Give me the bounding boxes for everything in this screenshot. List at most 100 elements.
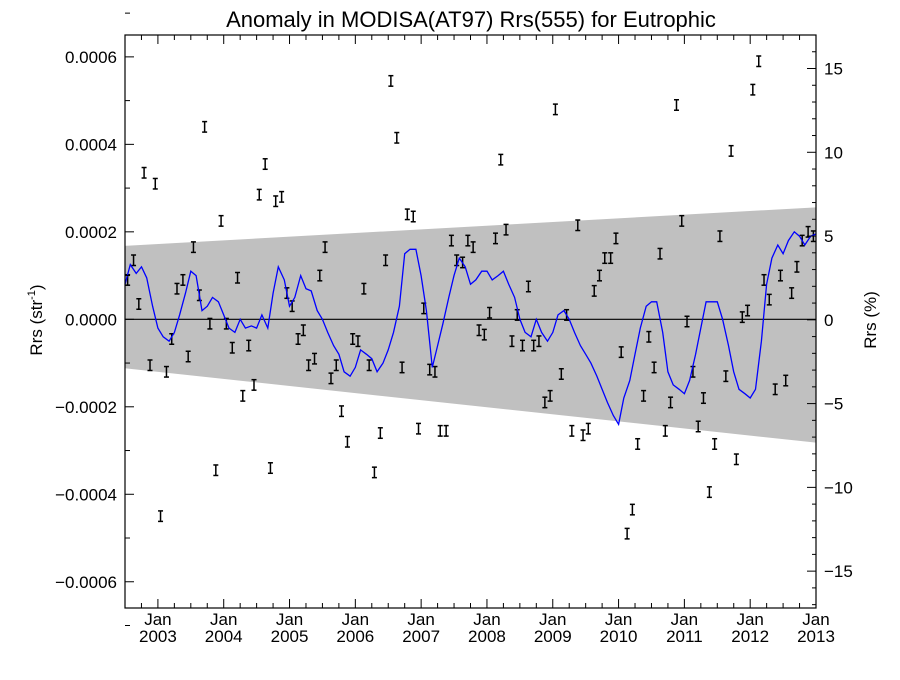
error-bar-point xyxy=(509,335,515,348)
error-bar-point xyxy=(580,429,586,442)
error-bar-point xyxy=(558,367,564,380)
axes-layer: −0.0006 −0.0004 −0.0002 0.0000 0.0002 0.0004 0… xyxy=(55,12,853,646)
error-bar-point xyxy=(679,214,685,227)
error-bar-point xyxy=(190,241,196,254)
y-tick-label: 0.0000 xyxy=(65,310,117,329)
error-bar-point xyxy=(789,287,795,300)
error-bar-point xyxy=(728,144,734,157)
error-bar-point xyxy=(739,311,745,324)
x-tick-month: Jan xyxy=(605,610,632,629)
error-bar-point xyxy=(371,466,377,479)
y-axis-label: Rrs (str-1) xyxy=(26,284,46,355)
error-bar-point xyxy=(251,378,257,391)
error-bar-point xyxy=(641,389,647,402)
error-bar-point xyxy=(147,359,153,372)
error-bar-point xyxy=(300,324,306,337)
error-bar-point xyxy=(416,422,422,435)
error-bar-point xyxy=(712,437,718,450)
error-bar-point xyxy=(777,269,783,282)
smoothed-line-layer xyxy=(124,230,817,427)
x-tick-month: Jan xyxy=(802,610,829,629)
error-bar-point xyxy=(152,177,158,190)
y-tick-label: −0.0006 xyxy=(55,573,117,592)
error-bar-point xyxy=(487,306,493,319)
error-bar-point xyxy=(635,437,641,450)
error-bar-point xyxy=(295,332,301,345)
error-bar-point xyxy=(503,223,509,236)
error-bar-point xyxy=(695,420,701,433)
error-bar-point xyxy=(525,280,531,293)
error-bar-point xyxy=(519,339,525,352)
y2-tick-label: 15 xyxy=(824,60,843,79)
confidence-band-layer xyxy=(125,207,816,443)
error-bar-point xyxy=(657,247,663,260)
error-bar-point xyxy=(585,422,591,435)
error-bar-point xyxy=(377,427,383,440)
error-bar-point xyxy=(493,232,499,245)
error-bar-point xyxy=(662,424,668,437)
error-bar-point xyxy=(684,315,690,328)
x-tick-month: Jan xyxy=(539,610,566,629)
error-bar-point xyxy=(443,424,449,437)
error-bar-point xyxy=(246,339,252,352)
y2-axis-label: Rrs (%) xyxy=(861,291,880,349)
error-bar-point xyxy=(437,424,443,437)
error-bar-point xyxy=(399,361,405,374)
error-bar-point xyxy=(174,282,180,295)
error-bar-point xyxy=(733,453,739,466)
error-bar-point xyxy=(783,374,789,387)
error-bar-point xyxy=(333,359,339,372)
error-bar-point xyxy=(218,214,224,227)
error-bar-point xyxy=(141,166,147,179)
x-tick-month: Jan xyxy=(671,610,698,629)
error-bar-point xyxy=(618,346,624,359)
x-tick-month: Jan xyxy=(276,610,303,629)
y-tick-label: 0.0004 xyxy=(65,135,117,154)
error-bar-point xyxy=(542,396,548,409)
x-tick-month: Jan xyxy=(407,610,434,629)
error-bar-point xyxy=(745,304,751,317)
y-axis-label-superscript: -1 xyxy=(26,290,38,300)
error-bar-point xyxy=(750,83,756,96)
error-bar-point xyxy=(465,234,471,247)
error-bar-point xyxy=(629,503,635,516)
error-bar-point xyxy=(481,328,487,341)
error-bar-point xyxy=(328,372,334,385)
error-bar-point xyxy=(202,120,208,133)
error-bar-point xyxy=(317,269,323,282)
y2-tick-label: −15 xyxy=(824,562,853,581)
error-bar-point xyxy=(350,332,356,345)
x-tick-year: 2008 xyxy=(468,627,506,646)
error-bar-point xyxy=(591,284,597,297)
error-bar-point xyxy=(229,341,235,354)
y-axis-label-close: ) xyxy=(27,284,46,290)
error-bar-point xyxy=(651,361,657,374)
error-bar-point xyxy=(158,510,164,523)
x-tick-year: 2010 xyxy=(600,627,638,646)
error-bar-point xyxy=(432,365,438,378)
error-bar-point xyxy=(383,254,389,267)
error-bar-point xyxy=(761,273,767,286)
error-bar-point xyxy=(312,352,318,365)
error-bar-point xyxy=(273,195,279,208)
x-tick-year: 2004 xyxy=(205,627,243,646)
chart-title: Anomaly in MODISA(AT97) Rrs(555) for Eut… xyxy=(226,7,716,32)
x-tick-year: 2006 xyxy=(336,627,374,646)
error-bar-point xyxy=(235,271,241,284)
error-bar-point xyxy=(339,405,345,418)
x-tick-month: Jan xyxy=(144,610,171,629)
y2-tick-label: 5 xyxy=(824,227,833,246)
y-tick-label: −0.0002 xyxy=(55,398,117,417)
error-bar-point xyxy=(700,392,706,405)
error-bar-point xyxy=(131,254,137,267)
y2-tick-label: −10 xyxy=(824,478,853,497)
error-bar-point xyxy=(794,260,800,273)
error-bar-point xyxy=(498,153,504,166)
error-bar-point xyxy=(613,232,619,245)
error-bar-point xyxy=(366,359,372,372)
confidence-band xyxy=(125,207,816,443)
y2-tick-label: −5 xyxy=(824,395,843,414)
error-bar-point xyxy=(388,74,394,87)
y-tick-label: −0.0004 xyxy=(55,485,117,504)
